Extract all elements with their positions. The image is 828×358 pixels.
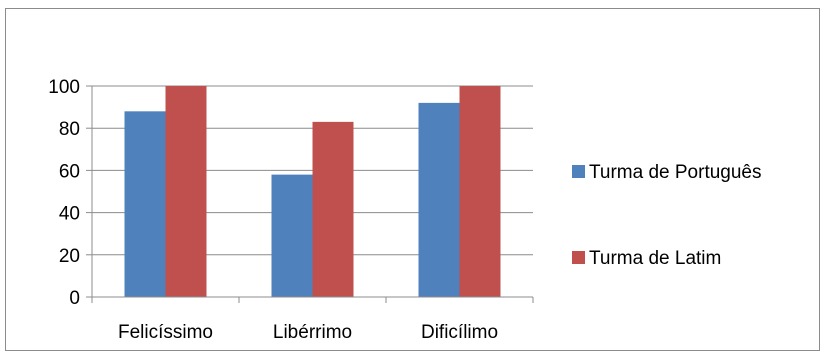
bar-portugues-0 bbox=[124, 111, 166, 297]
legend: Turma de Português Turma de Latim bbox=[572, 162, 762, 269]
y-tick-label: 100 bbox=[48, 77, 80, 98]
legend-swatch bbox=[572, 165, 585, 178]
legend-label: Turma de Latim bbox=[589, 248, 721, 269]
bars bbox=[124, 86, 501, 298]
y-tick-label: 60 bbox=[59, 161, 80, 182]
y-tick-label: 40 bbox=[59, 204, 80, 225]
bar-latim-1 bbox=[312, 121, 354, 298]
x-category-label: Dificílimo bbox=[421, 322, 498, 343]
bar-latim-0 bbox=[165, 86, 207, 297]
x-category-label: Felicíssimo bbox=[118, 322, 213, 343]
y-tick-labels: 0 20 40 60 80 100 bbox=[48, 77, 80, 309]
legend-label: Turma de Português bbox=[589, 162, 762, 183]
y-tick-label: 0 bbox=[69, 288, 80, 309]
x-category-label: Libérrimo bbox=[273, 322, 352, 343]
y-tick-label: 20 bbox=[59, 246, 80, 267]
x-category-labels: Felicíssimo Libérrimo Dificílimo bbox=[118, 322, 498, 343]
bar-portugues-1 bbox=[271, 174, 313, 297]
legend-swatch bbox=[572, 251, 585, 264]
axes bbox=[86, 85, 534, 303]
bar-latim-2 bbox=[459, 86, 501, 297]
bar-portugues-2 bbox=[418, 102, 460, 297]
y-tick-label: 80 bbox=[59, 119, 80, 140]
